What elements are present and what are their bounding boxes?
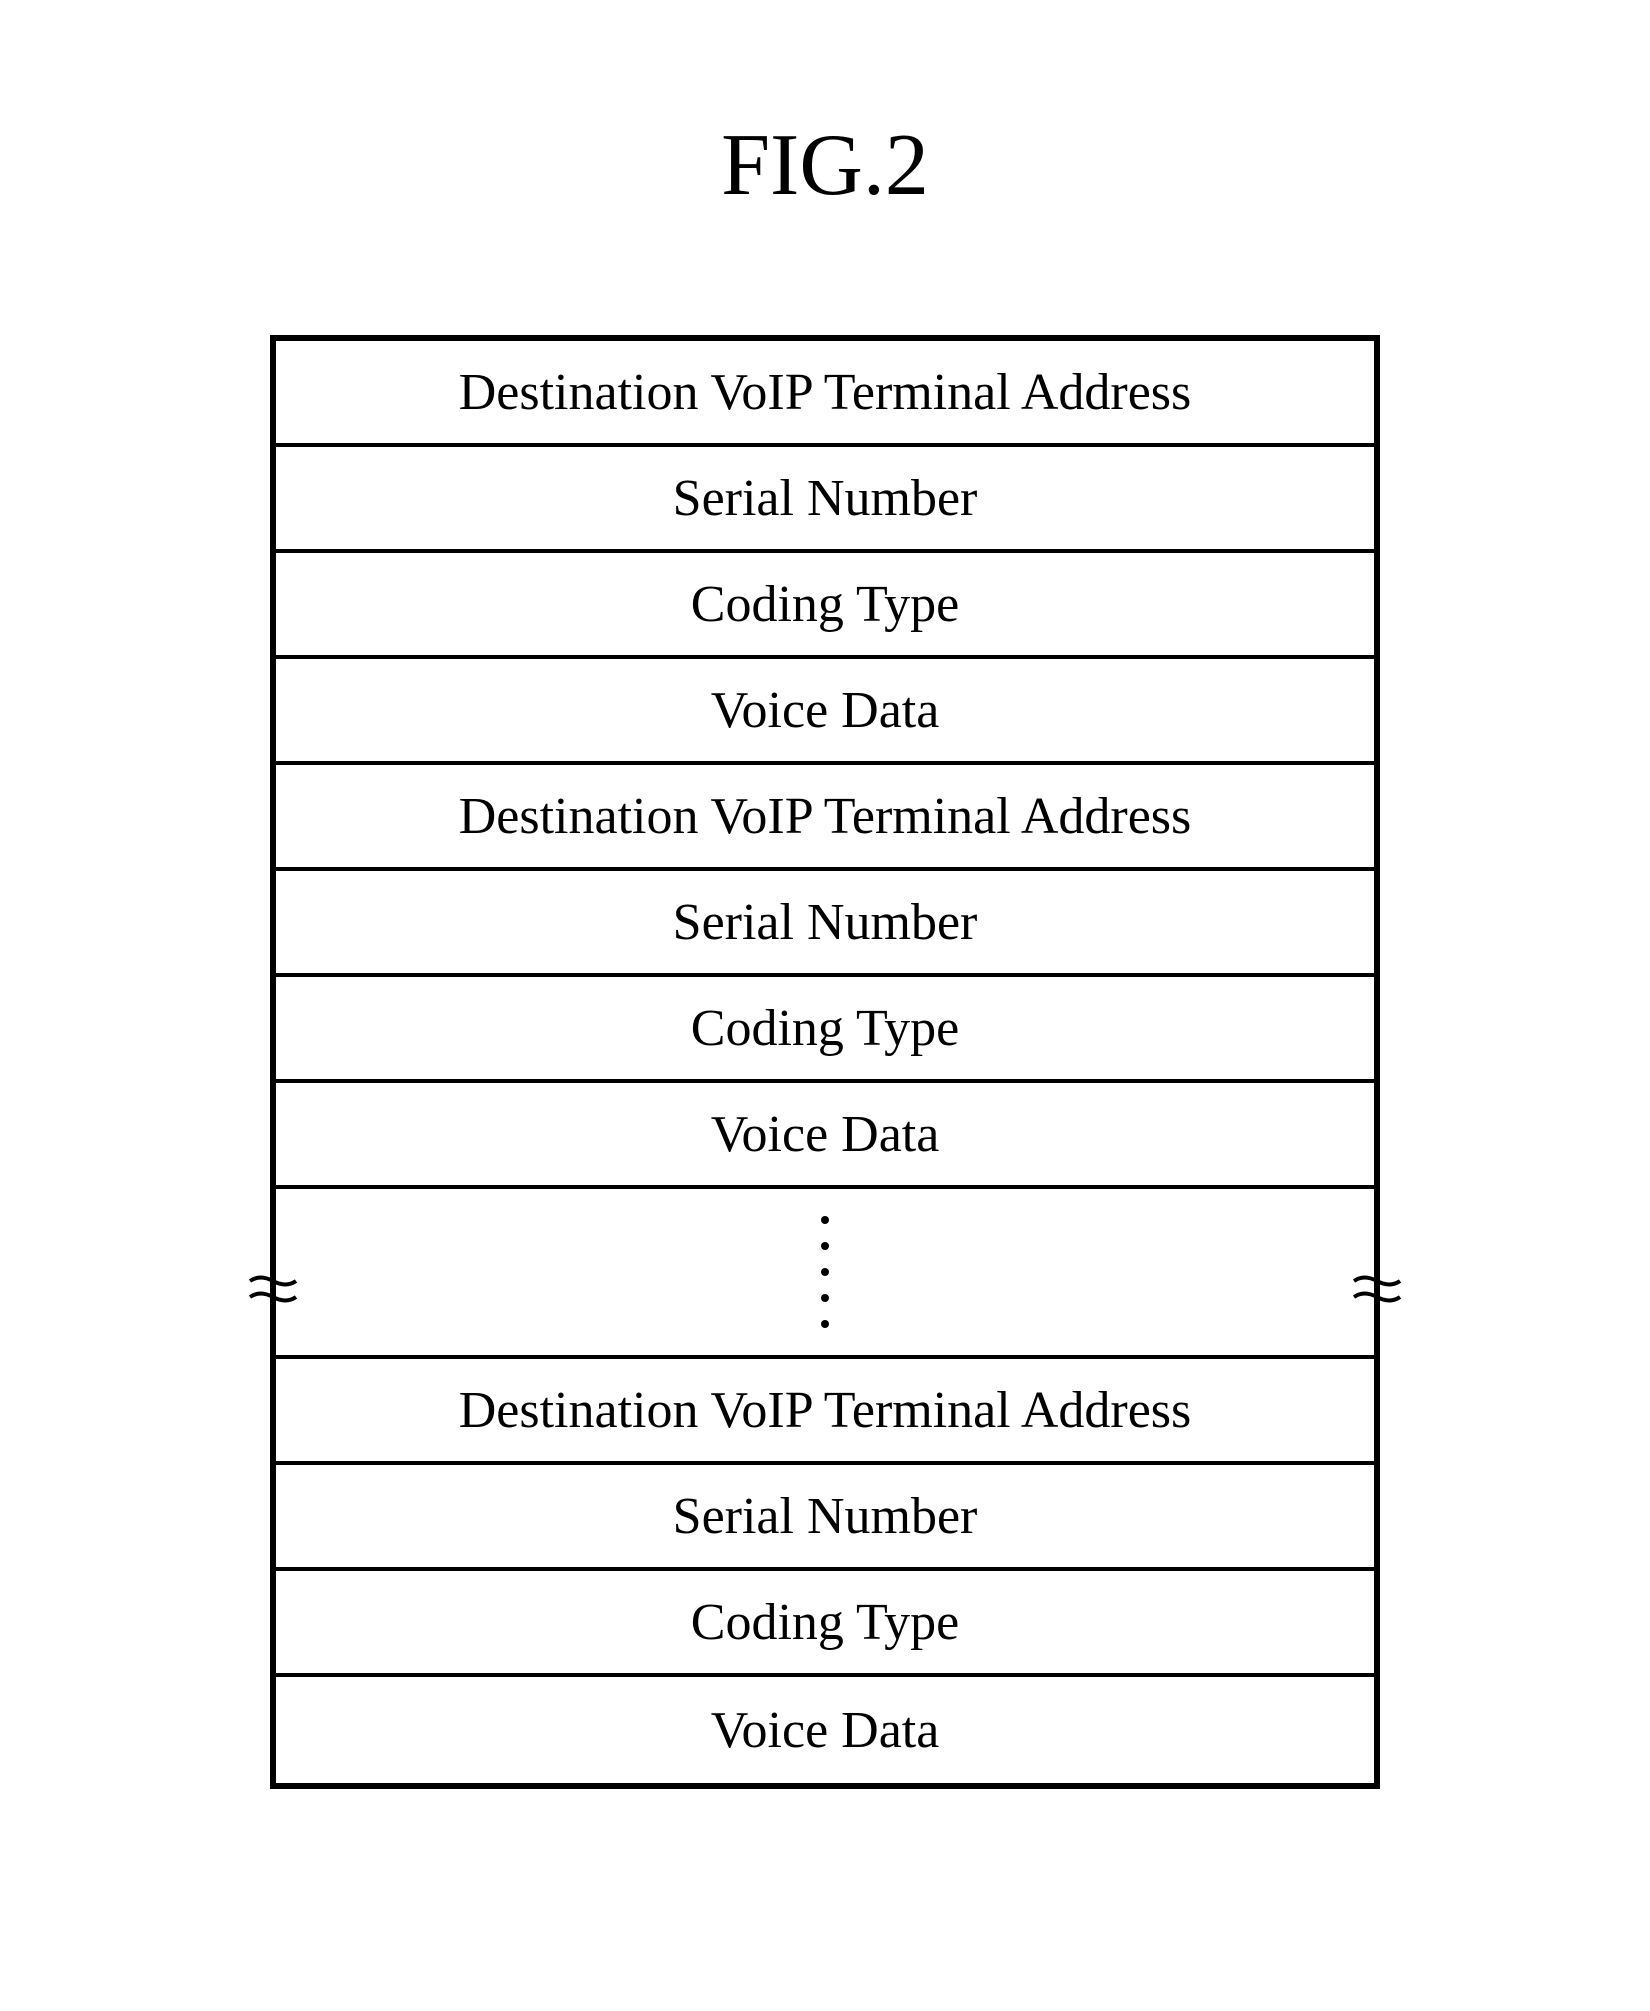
table-row: Coding Type: [276, 553, 1374, 659]
table-row: Serial Number: [276, 871, 1374, 977]
table-row: Destination VoIP Terminal Address: [276, 765, 1374, 871]
break-mark-right-icon: [1352, 1269, 1402, 1309]
ellipsis-dot-icon: [821, 1242, 829, 1250]
table-row: Serial Number: [276, 1465, 1374, 1571]
ellipsis-dot-icon: [821, 1216, 829, 1224]
ellipsis-dot-icon: [821, 1268, 829, 1276]
figure-title: FIG.2: [0, 115, 1650, 216]
table-row: Coding Type: [276, 1571, 1374, 1677]
table-row: Voice Data: [276, 659, 1374, 765]
table-row: Serial Number: [276, 447, 1374, 553]
table-row: Voice Data: [276, 1677, 1374, 1783]
table-row: Voice Data: [276, 1083, 1374, 1189]
packet-structure-table: Destination VoIP Terminal Address Serial…: [270, 335, 1380, 1789]
table-row: Coding Type: [276, 977, 1374, 1083]
ellipsis-dot-icon: [821, 1294, 829, 1302]
ellipsis-row: [276, 1189, 1374, 1359]
table-row: Destination VoIP Terminal Address: [276, 341, 1374, 447]
break-mark-left-icon: [248, 1269, 298, 1309]
table-row: Destination VoIP Terminal Address: [276, 1359, 1374, 1465]
ellipsis-dot-icon: [821, 1320, 829, 1328]
